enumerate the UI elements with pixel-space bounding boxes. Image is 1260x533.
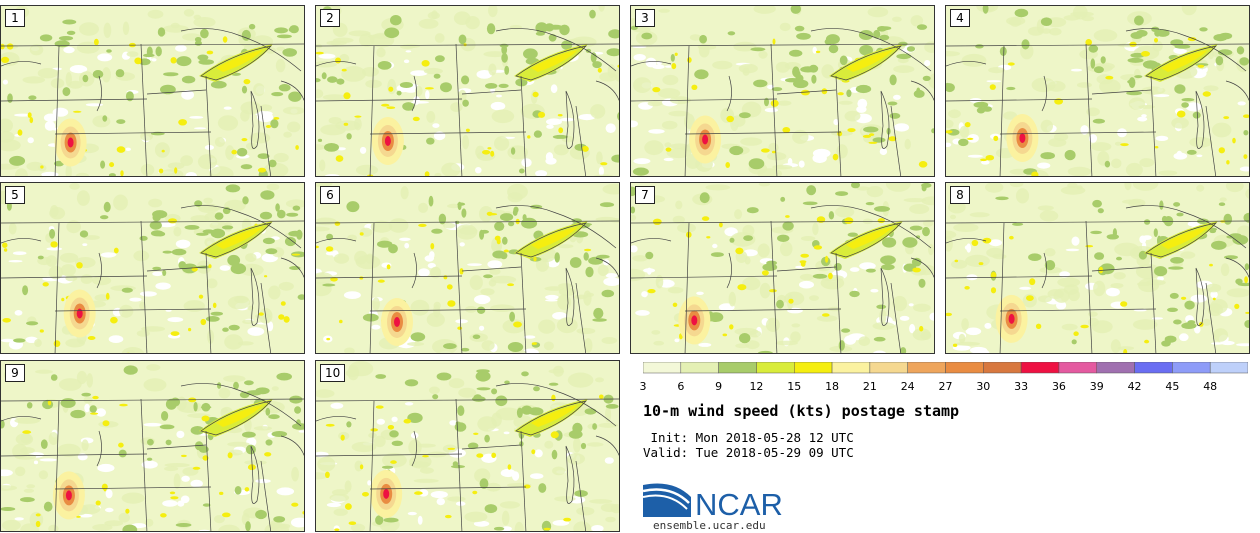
wind-speed-field xyxy=(316,6,619,176)
colorbar-tick: 45 xyxy=(1165,380,1180,393)
colorbar-segment xyxy=(794,362,833,374)
colorbar-segment xyxy=(680,362,719,374)
colorbar-segment xyxy=(869,362,908,374)
colorbar-segment xyxy=(983,362,1022,374)
state-boundaries xyxy=(631,28,934,176)
wind-field-map xyxy=(946,183,1249,353)
colorbar-tick: 48 xyxy=(1203,380,1218,393)
panel-number-label: 10 xyxy=(320,364,346,382)
panel-number-label: 4 xyxy=(950,9,970,27)
wind-speed-field xyxy=(631,183,934,353)
colorbar-segment xyxy=(756,362,795,374)
figure-title: 10-m wind speed (kts) postage stamp xyxy=(643,402,960,420)
panel-number-label: 5 xyxy=(5,186,25,204)
panel-number-label: 9 xyxy=(5,364,25,382)
wind-field-map xyxy=(631,6,934,176)
colorbar-segment xyxy=(1134,362,1173,374)
colorbar-tick: 30 xyxy=(976,380,991,393)
colorbar-tick: 9 xyxy=(715,380,723,393)
ncar-logo: NCAR xyxy=(643,483,783,519)
map-panel-2: 2 xyxy=(315,5,620,177)
colorbar-segment xyxy=(643,362,682,374)
colorbar-tick: 24 xyxy=(900,380,915,393)
ncar-logo-swoosh xyxy=(643,483,691,517)
colorbar-segment xyxy=(1096,362,1135,374)
state-boundaries xyxy=(1,383,304,531)
wind-speed-field xyxy=(316,361,619,531)
colorbar-segment xyxy=(718,362,757,374)
colorbar-segment xyxy=(1058,362,1098,374)
map-panel-10: 10 xyxy=(315,360,620,532)
init-time: Init: Mon 2018-05-28 12 UTC xyxy=(643,430,854,445)
panel-number-label: 7 xyxy=(635,186,655,204)
colorbar-tick: 39 xyxy=(1089,380,1104,393)
wind-speed-colorbar xyxy=(643,362,1248,374)
colorbar-tick: 21 xyxy=(862,380,877,393)
wind-field-map xyxy=(1,183,304,353)
state-boundaries xyxy=(1,205,304,353)
wind-field-map xyxy=(316,183,619,353)
ensemble-url: ensemble.ucar.edu xyxy=(653,519,766,532)
colorbar-tick: 36 xyxy=(1051,380,1066,393)
wind-speed-field xyxy=(1,364,304,531)
state-boundaries xyxy=(1,28,304,176)
colorbar-tick: 33 xyxy=(1014,380,1029,393)
ncar-logo-text: NCAR xyxy=(695,487,783,519)
wind-speed-field xyxy=(631,6,934,176)
wind-field-map xyxy=(631,183,934,353)
state-boundaries xyxy=(946,205,1249,353)
colorbar-tick: 27 xyxy=(938,380,953,393)
wind-field-map xyxy=(1,364,304,531)
map-panel-5: 5 xyxy=(0,182,305,354)
panel-number-label: 8 xyxy=(950,186,970,204)
panel-number-label: 1 xyxy=(5,9,25,27)
wind-field-map xyxy=(316,361,619,531)
wind-field-map xyxy=(946,6,1249,176)
map-panel-7: 7 xyxy=(630,182,935,354)
map-panel-1: 1 xyxy=(0,5,305,177)
colorbar-segment xyxy=(1209,362,1248,374)
colorbar-segment xyxy=(1020,362,1060,374)
colorbar-segment xyxy=(1172,362,1211,374)
state-boundaries xyxy=(631,205,934,353)
colorbar-segment xyxy=(831,362,871,374)
wind-speed-field xyxy=(946,183,1249,353)
map-panel-8: 8 xyxy=(945,182,1250,354)
panel-number-label: 6 xyxy=(320,186,340,204)
panel-number-label: 3 xyxy=(635,9,655,27)
state-boundaries xyxy=(316,383,619,531)
wind-field-map xyxy=(1,6,304,176)
colorbar-segment xyxy=(907,362,946,374)
map-panel-9: 9 xyxy=(0,360,305,532)
wind-speed-field xyxy=(1,183,304,353)
colorbar-tick: 18 xyxy=(825,380,840,393)
colorbar-tick: 12 xyxy=(749,380,764,393)
panel-number-label: 2 xyxy=(320,9,340,27)
valid-time: Valid: Tue 2018-05-29 09 UTC xyxy=(643,445,854,460)
colorbar-tick: 3 xyxy=(639,380,647,393)
wind-speed-field xyxy=(946,6,1249,176)
colorbar-tick: 6 xyxy=(677,380,685,393)
state-boundaries xyxy=(316,28,619,176)
wind-field-map xyxy=(316,6,619,176)
state-boundaries xyxy=(946,28,1249,176)
colorbar-tick: 15 xyxy=(787,380,802,393)
colorbar-tick: 42 xyxy=(1127,380,1142,393)
wind-speed-field xyxy=(316,183,619,353)
state-boundaries xyxy=(316,205,619,353)
colorbar-segment xyxy=(945,362,984,374)
map-panel-3: 3 xyxy=(630,5,935,177)
wind-speed-field xyxy=(1,6,304,176)
map-panel-6: 6 xyxy=(315,182,620,354)
map-panel-4: 4 xyxy=(945,5,1250,177)
